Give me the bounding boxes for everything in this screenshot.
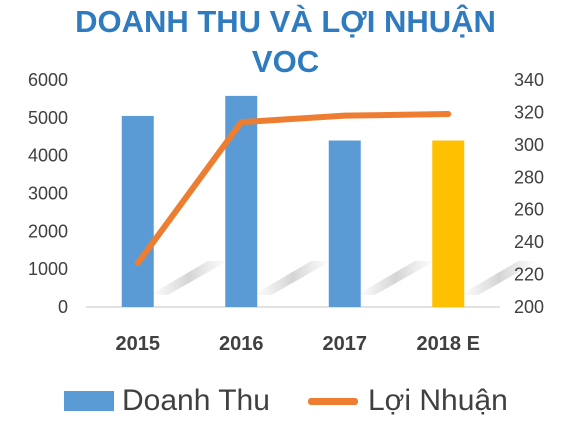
legend-label-revenue: Doanh Thu (122, 384, 270, 417)
bar-shadows (149, 261, 539, 295)
bar-revenue (328, 140, 361, 307)
x-axis-tick: 2015 (116, 333, 161, 355)
legend-label-profit: Lợi Nhuận (368, 384, 508, 417)
left-axis-tick: 5000 (28, 108, 68, 128)
bar-revenue (432, 140, 465, 307)
chart-title: DOANH THU VÀ LỢI NHUẬN VOC (0, 2, 571, 82)
bar-shadow (253, 261, 332, 295)
left-axis-ticks: 0 1000 2000 3000 4000 5000 6000 (28, 70, 68, 317)
right-axis-tick: 240 (514, 232, 544, 252)
chart-title-line-1: DOANH THU VÀ LỢI NHUẬN (75, 4, 496, 39)
bar-shadow (460, 261, 539, 295)
right-axis-tick: 220 (514, 265, 544, 285)
right-axis-tick: 260 (514, 200, 544, 220)
bar-shadow (356, 261, 435, 295)
x-axis-tick: 2017 (323, 333, 368, 355)
line-profit (134, 111, 452, 267)
chart-legend: Doanh Thu Lợi Nhuận (0, 378, 571, 424)
left-axis-tick: 1000 (28, 259, 68, 279)
left-axis-tick: 4000 (28, 146, 68, 166)
legend-item-profit: Lợi Nhuận (308, 378, 508, 424)
x-axis-tick: 2016 (219, 333, 264, 355)
legend-swatch-profit (308, 397, 358, 405)
profit-line (134, 111, 452, 267)
left-axis-tick: 0 (58, 297, 68, 317)
revenue-bars (121, 95, 465, 307)
bar-revenue (225, 95, 258, 307)
x-axis-ticks: 2015 2016 2017 2018 E (116, 333, 480, 355)
right-axis-tick: 320 (514, 102, 544, 122)
chart-title-line-2: VOC (251, 44, 320, 79)
x-axis-tick: 2018 E (417, 333, 480, 355)
left-axis-tick: 3000 (28, 184, 68, 204)
right-axis-tick: 200 (514, 297, 544, 317)
left-axis-tick: 6000 (28, 70, 68, 90)
bar-revenue (121, 115, 154, 307)
legend-swatch-revenue (64, 391, 114, 411)
right-axis-tick: 340 (514, 70, 544, 90)
right-axis-tick: 280 (514, 167, 544, 187)
legend-item-revenue: Doanh Thu (64, 378, 270, 424)
left-axis-tick: 2000 (28, 221, 68, 241)
right-axis-ticks: 200 220 240 260 280 300 320 340 (514, 70, 544, 317)
bar-shadow (149, 261, 228, 295)
right-axis-tick: 300 (514, 135, 544, 155)
